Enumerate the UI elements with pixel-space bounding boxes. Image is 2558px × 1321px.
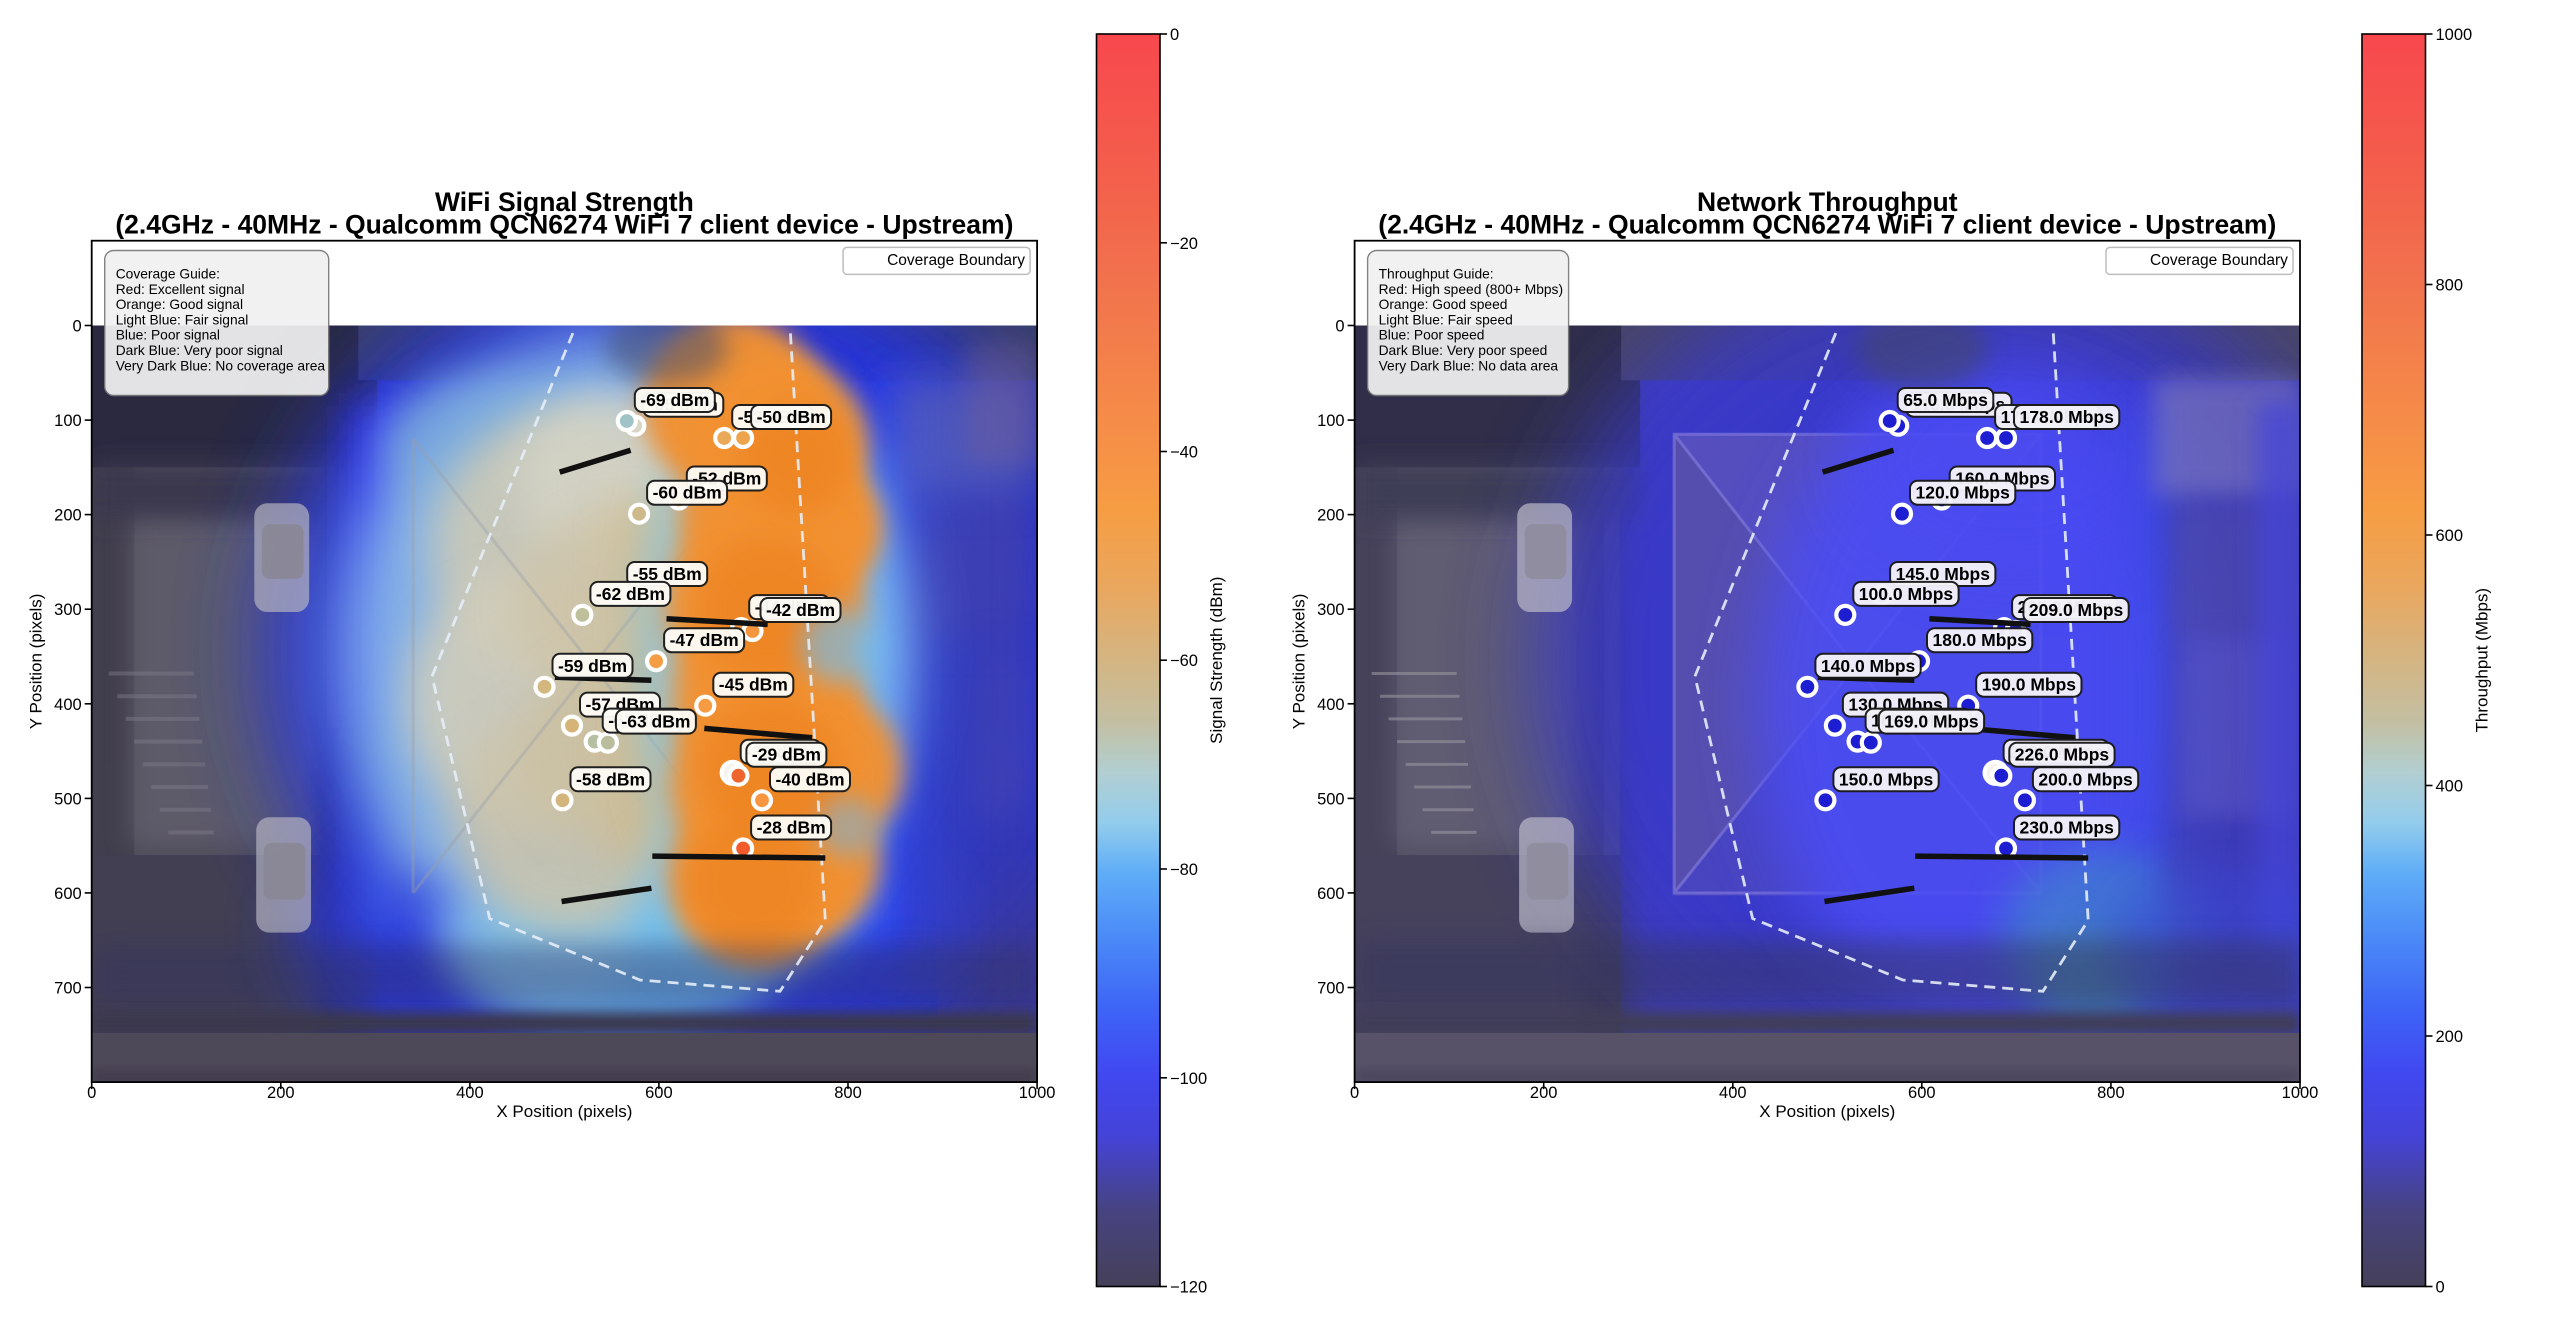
svg-text:0: 0 bbox=[73, 318, 82, 336]
svg-text:Dark Blue: Very poor speed: Dark Blue: Very poor speed bbox=[1379, 343, 1548, 358]
svg-text:200: 200 bbox=[267, 1084, 295, 1102]
svg-text:Orange: Good speed: Orange: Good speed bbox=[1379, 297, 1508, 312]
svg-text:−60: −60 bbox=[1170, 652, 1198, 670]
svg-text:-58 dBm: -58 dBm bbox=[576, 769, 645, 789]
svg-text:-55 dBm: -55 dBm bbox=[633, 564, 702, 584]
svg-text:-40 dBm: -40 dBm bbox=[776, 769, 845, 789]
svg-text:Blue: Poor signal: Blue: Poor signal bbox=[116, 328, 220, 343]
svg-text:0: 0 bbox=[1335, 318, 1344, 336]
svg-text:100.0 Mbps: 100.0 Mbps bbox=[1859, 584, 1954, 604]
svg-text:-69 dBm: -69 dBm bbox=[640, 390, 709, 410]
svg-text:140.0 Mbps: 140.0 Mbps bbox=[1821, 656, 1916, 676]
svg-text:Red: High speed (800+ Mbps): Red: High speed (800+ Mbps) bbox=[1379, 282, 1563, 297]
svg-text:Signal Strength (dBm): Signal Strength (dBm) bbox=[1207, 577, 1226, 744]
svg-text:Dark Blue: Very poor signal: Dark Blue: Very poor signal bbox=[116, 343, 283, 358]
svg-text:0: 0 bbox=[2436, 1279, 2445, 1297]
svg-text:209.0 Mbps: 209.0 Mbps bbox=[2029, 600, 2124, 620]
svg-text:100: 100 bbox=[1317, 412, 1345, 430]
svg-text:X Position (pixels): X Position (pixels) bbox=[496, 1102, 632, 1121]
svg-text:65.0 Mbps: 65.0 Mbps bbox=[1903, 390, 1988, 410]
svg-text:169.0 Mbps: 169.0 Mbps bbox=[1884, 712, 1979, 732]
svg-text:200: 200 bbox=[54, 507, 82, 525]
svg-text:-28 dBm: -28 dBm bbox=[757, 818, 826, 838]
svg-text:100: 100 bbox=[54, 412, 82, 430]
svg-text:300: 300 bbox=[1317, 601, 1345, 619]
svg-text:X Position (pixels): X Position (pixels) bbox=[1759, 1102, 1895, 1121]
svg-text:Light Blue: Fair speed: Light Blue: Fair speed bbox=[1379, 312, 1513, 327]
svg-text:226.0 Mbps: 226.0 Mbps bbox=[2015, 745, 2110, 765]
svg-text:Coverage Boundary: Coverage Boundary bbox=[2150, 252, 2288, 269]
svg-text:−20: −20 bbox=[1170, 235, 1198, 253]
svg-text:600: 600 bbox=[2436, 527, 2464, 545]
svg-text:120.0 Mbps: 120.0 Mbps bbox=[1916, 483, 2011, 503]
svg-text:230.0 Mbps: 230.0 Mbps bbox=[2020, 818, 2115, 838]
svg-text:Light Blue: Fair signal: Light Blue: Fair signal bbox=[116, 312, 249, 327]
svg-text:Y Position (pixels): Y Position (pixels) bbox=[27, 594, 46, 730]
svg-text:700: 700 bbox=[54, 980, 82, 998]
svg-text:800: 800 bbox=[834, 1084, 862, 1102]
svg-text:1000: 1000 bbox=[1019, 1084, 1056, 1102]
svg-text:Orange: Good signal: Orange: Good signal bbox=[116, 297, 243, 312]
svg-text:1000: 1000 bbox=[2436, 26, 2473, 44]
svg-text:600: 600 bbox=[645, 1084, 673, 1102]
svg-text:-50 dBm: -50 dBm bbox=[757, 407, 826, 427]
svg-text:200: 200 bbox=[2436, 1028, 2464, 1046]
svg-text:-29 dBm: -29 dBm bbox=[752, 745, 821, 765]
svg-text:600: 600 bbox=[54, 885, 82, 903]
svg-text:-59 dBm: -59 dBm bbox=[558, 656, 627, 676]
svg-text:400: 400 bbox=[456, 1084, 484, 1102]
svg-text:400: 400 bbox=[1317, 696, 1345, 714]
svg-text:1000: 1000 bbox=[2282, 1084, 2319, 1102]
svg-text:500: 500 bbox=[54, 790, 82, 808]
svg-text:−100: −100 bbox=[1170, 1070, 1207, 1088]
svg-text:Coverage Guide:: Coverage Guide: bbox=[116, 267, 220, 282]
svg-text:180.0 Mbps: 180.0 Mbps bbox=[1933, 630, 2028, 650]
svg-text:190.0 Mbps: 190.0 Mbps bbox=[1982, 675, 2077, 695]
svg-text:400: 400 bbox=[54, 696, 82, 714]
svg-text:145.0 Mbps: 145.0 Mbps bbox=[1896, 564, 1991, 584]
svg-text:700: 700 bbox=[1317, 980, 1345, 998]
svg-text:800: 800 bbox=[2436, 277, 2464, 295]
svg-text:Red: Excellent signal: Red: Excellent signal bbox=[116, 282, 245, 297]
svg-text:−40: −40 bbox=[1170, 444, 1198, 462]
svg-text:-63 dBm: -63 dBm bbox=[621, 712, 690, 732]
svg-text:Network Throughput: Network Throughput bbox=[1697, 187, 1958, 217]
svg-text:Throughput Guide:: Throughput Guide: bbox=[1379, 267, 1494, 282]
svg-text:-60 dBm: -60 dBm bbox=[653, 483, 722, 503]
svg-text:500: 500 bbox=[1317, 790, 1345, 808]
svg-text:Coverage Boundary: Coverage Boundary bbox=[887, 252, 1025, 269]
svg-text:200.0 Mbps: 200.0 Mbps bbox=[2038, 769, 2133, 789]
svg-text:-62 dBm: -62 dBm bbox=[596, 584, 665, 604]
svg-text:−120: −120 bbox=[1170, 1279, 1207, 1297]
svg-text:0: 0 bbox=[1170, 26, 1179, 44]
svg-text:178.0 Mbps: 178.0 Mbps bbox=[2020, 407, 2115, 427]
svg-text:Y Position (pixels): Y Position (pixels) bbox=[1290, 594, 1309, 730]
svg-text:0: 0 bbox=[1350, 1084, 1359, 1102]
svg-text:800: 800 bbox=[2097, 1084, 2125, 1102]
svg-text:Very Dark Blue: No coverage ar: Very Dark Blue: No coverage area bbox=[116, 358, 326, 373]
svg-text:-45 dBm: -45 dBm bbox=[719, 675, 788, 695]
svg-text:−80: −80 bbox=[1170, 861, 1198, 879]
svg-text:200: 200 bbox=[1317, 507, 1345, 525]
svg-text:600: 600 bbox=[1908, 1084, 1936, 1102]
svg-text:300: 300 bbox=[54, 601, 82, 619]
svg-text:WiFi Signal Strength: WiFi Signal Strength bbox=[435, 187, 694, 217]
svg-text:-42 dBm: -42 dBm bbox=[766, 600, 835, 620]
svg-text:Blue: Poor speed: Blue: Poor speed bbox=[1379, 328, 1485, 343]
svg-text:150.0 Mbps: 150.0 Mbps bbox=[1839, 769, 1934, 789]
svg-text:(2.4GHz - 40MHz - Qualcomm QCN: (2.4GHz - 40MHz - Qualcomm QCN6274 WiFi … bbox=[1378, 210, 2276, 240]
svg-text:400: 400 bbox=[1719, 1084, 1747, 1102]
svg-text:-47 dBm: -47 dBm bbox=[670, 630, 739, 650]
svg-text:600: 600 bbox=[1317, 885, 1345, 903]
svg-text:(2.4GHz - 40MHz - Qualcomm QCN: (2.4GHz - 40MHz - Qualcomm QCN6274 WiFi … bbox=[115, 210, 1013, 240]
svg-text:Throughput (Mbps): Throughput (Mbps) bbox=[2473, 588, 2492, 733]
svg-text:0: 0 bbox=[87, 1084, 96, 1102]
svg-text:400: 400 bbox=[2436, 778, 2464, 796]
svg-text:200: 200 bbox=[1530, 1084, 1558, 1102]
svg-text:Very Dark Blue: No data area: Very Dark Blue: No data area bbox=[1379, 358, 1559, 373]
